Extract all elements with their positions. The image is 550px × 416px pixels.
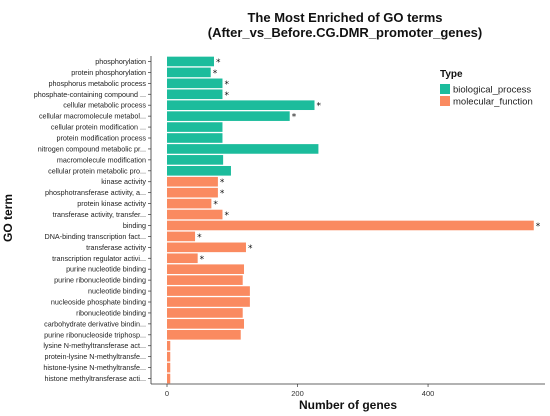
significance-star-0: * — [216, 58, 221, 68]
bar-29 — [167, 373, 171, 384]
x-axis: 0 200 400 — [165, 384, 434, 398]
significance-star-1: * — [213, 69, 218, 79]
chart-title-line1: The Most Enriched of GO terms — [247, 10, 442, 25]
legend-swatch-0 — [440, 84, 450, 94]
bar-6 — [167, 122, 223, 132]
bar-0 — [167, 56, 214, 67]
chart-title-line2: (After_vs_Before.CG.DMR_promoter_genes) — [208, 25, 483, 40]
bar-24 — [167, 319, 245, 329]
legend-label-0: biological_process — [453, 85, 531, 96]
legend-swatch-1 — [440, 96, 450, 106]
bar-11 — [167, 176, 218, 187]
bar-9 — [167, 155, 224, 165]
y-tick-label-2: phosphorus metabolic process — [49, 79, 147, 88]
bar-21 — [167, 286, 250, 296]
bar-20 — [167, 275, 243, 285]
bar-13 — [167, 198, 212, 209]
x-tick-label-1: 200 — [291, 389, 304, 398]
x-tick-label-0: 0 — [165, 389, 169, 398]
bar-23 — [167, 308, 243, 318]
y-tick-label-8: nitrogen compound metabolic pr... — [38, 144, 146, 153]
bar-22 — [167, 297, 250, 307]
y-tick-label-23: ribonucleotide binding — [76, 308, 146, 317]
y-tick-label-16: DNA-binding transcription fact... — [45, 232, 146, 241]
y-tick-label-27: protein-lysine N-methyltransfe... — [45, 352, 146, 361]
legend-label-1: molecular_function — [453, 97, 533, 108]
y-tick-label-10: cellular protein metabolic pro... — [48, 166, 146, 175]
significance-star-18: * — [200, 255, 205, 265]
y-tick-label-0: phosphorylation — [95, 57, 146, 66]
bar-15 — [167, 220, 534, 231]
significance-star-14: * — [224, 211, 229, 221]
bar-8 — [167, 144, 319, 154]
chart-title: The Most Enriched of GO terms (After_vs_… — [208, 10, 483, 40]
y-tick-label-4: cellular metabolic process — [63, 101, 146, 110]
bar-18 — [167, 253, 198, 264]
bar-17 — [167, 242, 246, 253]
bar-5 — [167, 111, 290, 121]
y-tick-label-19: purine nucleotide binding — [66, 265, 146, 274]
y-tick-label-18: transcription regulator activi... — [52, 254, 146, 263]
significance-star-4: * — [316, 102, 321, 112]
legend: Type biological_processmolecular_functio… — [440, 69, 533, 108]
y-tick-label-7: protein modification process — [57, 134, 147, 143]
y-tick-label-5: cellular macromolecule metabol... — [39, 112, 146, 121]
y-tick-label-3: phosphate-containing compound ... — [34, 90, 146, 99]
y-tick-label-11: kinase activity — [101, 177, 146, 186]
y-tick-label-24: carbohydrate derivative bindin... — [44, 319, 146, 328]
significance-star-15: * — [536, 222, 541, 232]
bar-2 — [167, 78, 223, 89]
y-tick-label-20: purine ribonucleotide binding — [54, 276, 146, 285]
y-tick-label-29: histone methyltransferase acti... — [45, 374, 146, 383]
y-axis-title: GO term — [1, 194, 15, 242]
bar-1 — [167, 67, 211, 78]
significance-star-3: * — [224, 91, 229, 101]
bar-19 — [167, 264, 245, 275]
bar-3 — [167, 89, 223, 100]
y-tick-label-9: macromolecule modification — [57, 155, 146, 164]
significance-star-17: * — [248, 244, 253, 254]
significance-star-11: * — [220, 178, 225, 188]
y-tick-label-25: purine ribonucleoside triphosp... — [44, 330, 146, 339]
x-tick-label-2: 400 — [422, 389, 435, 398]
y-tick-label-26: lysine N-methyltransferase act... — [43, 341, 146, 350]
y-tick-label-21: nucleotide binding — [88, 287, 146, 296]
y-tick-label-28: histone-lysine N-methyltransfe... — [43, 363, 146, 372]
y-tick-label-12: phosphotransferase activity, a... — [45, 188, 146, 197]
bar-14 — [167, 209, 223, 220]
bar-28 — [167, 362, 171, 373]
significance-star-2: * — [224, 80, 229, 90]
significance-star-12: * — [220, 189, 225, 199]
y-tick-label-14: transferase activity, transfer... — [53, 210, 146, 219]
plot-area: ************** — [150, 56, 545, 385]
bar-16 — [167, 231, 196, 242]
y-tick-label-22: nucleoside phosphate binding — [51, 298, 146, 307]
y-axis: phosphorylation protein phosphorylation ph… — [34, 57, 151, 383]
bar-7 — [167, 133, 223, 143]
bar-10 — [167, 165, 231, 176]
legend-title: Type — [440, 69, 463, 80]
significance-star-5: * — [292, 113, 297, 123]
x-axis-title: Number of genes — [299, 398, 397, 412]
significance-star-13: * — [213, 200, 218, 210]
bar-25 — [167, 329, 241, 340]
bar-26 — [167, 340, 171, 351]
y-tick-label-13: protein kinase activity — [77, 199, 146, 208]
bar-27 — [167, 351, 171, 362]
y-tick-label-17: transferase activity — [86, 243, 146, 252]
bar-12 — [167, 187, 218, 198]
significance-star-16: * — [197, 233, 202, 243]
bar-4 — [167, 100, 315, 111]
y-tick-label-15: binding — [123, 221, 146, 230]
y-tick-label-6: cellular protein modification ... — [51, 123, 146, 132]
y-tick-label-1: protein phosphorylation — [71, 68, 146, 77]
